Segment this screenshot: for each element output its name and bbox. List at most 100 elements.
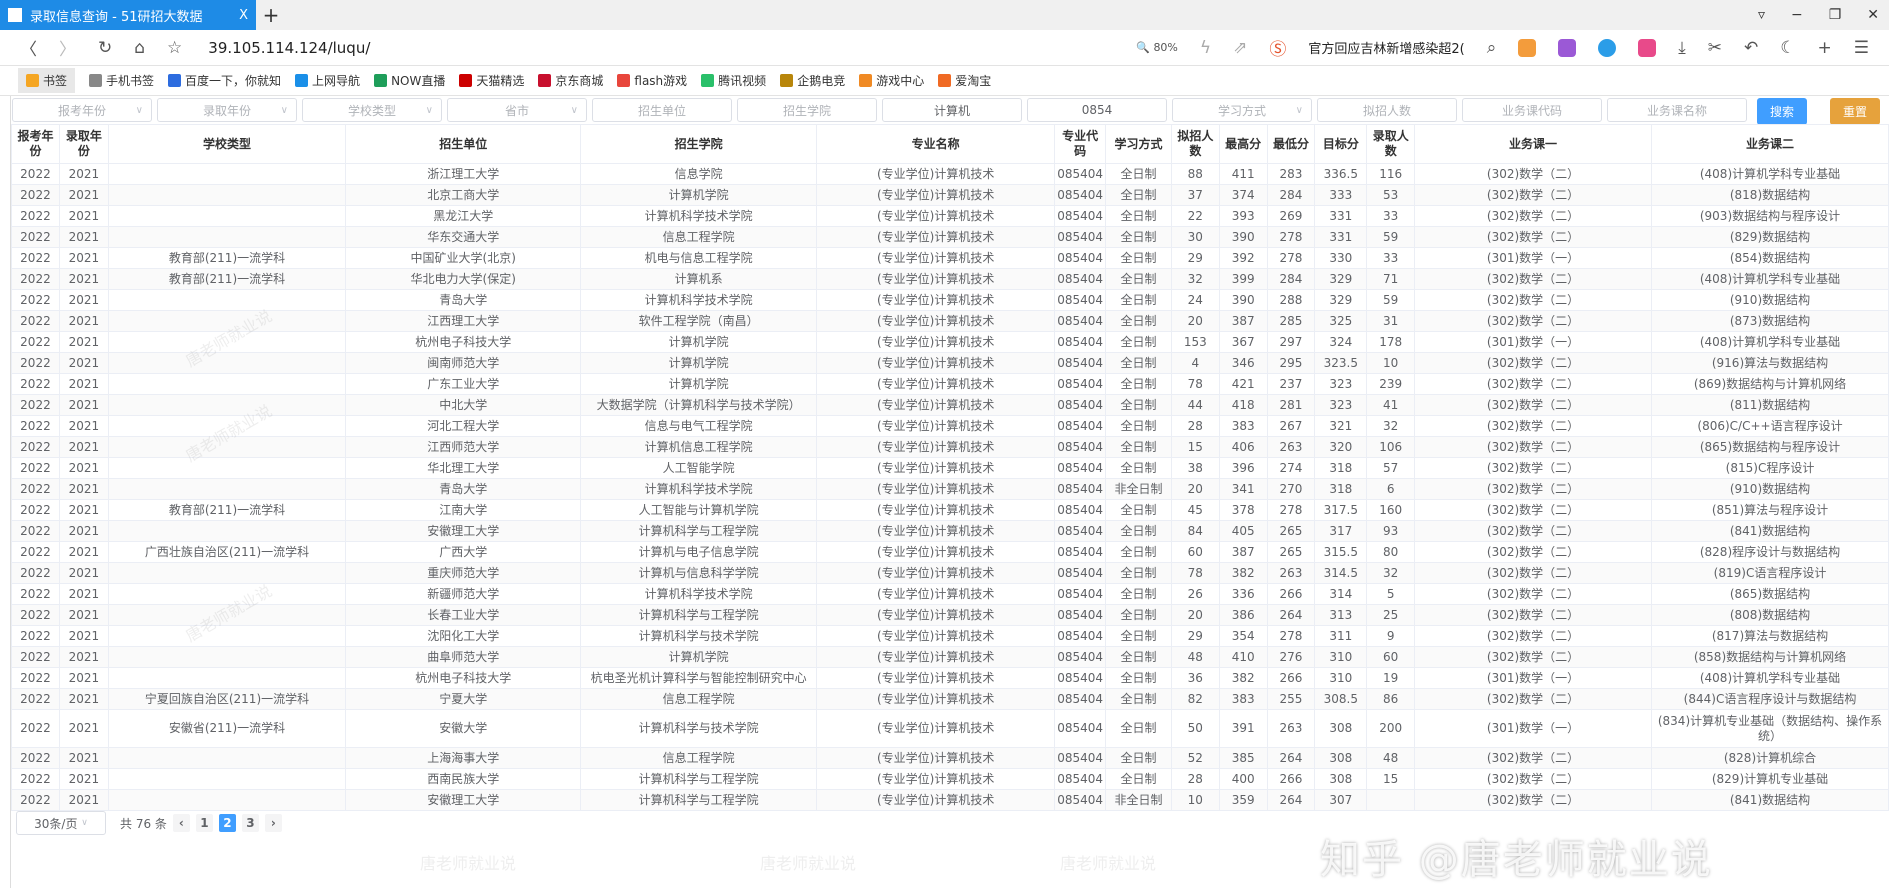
prev-page-button[interactable]: ‹ [172, 814, 190, 832]
table-row[interactable]: 2022 2021 杭州电子科技大学 计算机学院 (专业学位)计算机技术 085404 全日… [11, 331, 1889, 353]
table-row[interactable]: 2022 2021 中北大学 大数据学院（计算机科学与技术学院） (专业学位)计算机技术… [11, 394, 1889, 416]
bookmark-item[interactable]: 百度一下，你就知 [168, 72, 281, 89]
infinity-icon[interactable] [1598, 38, 1617, 57]
star-icon[interactable]: ☆ [167, 37, 183, 58]
column-header[interactable]: 录取年份 [58, 124, 109, 164]
table-row[interactable]: 2022 2021 江西理工大学 软件工程学院（南昌） (专业学位)计算机技术 08540… [11, 310, 1889, 332]
moon-icon[interactable]: ☾ [1780, 37, 1796, 58]
column-header[interactable]: 学校类型 [107, 124, 347, 164]
filter-学习方式[interactable]: 学习方式 ∨ [1172, 98, 1312, 122]
tab-active[interactable]: 录取信息查询 - 51研招大数据 X [0, 0, 256, 30]
table-row[interactable]: 2022 2021 重庆师范大学 计算机与信息科学学院 (专业学位)计算机技术 08540… [11, 562, 1889, 584]
minimize-button[interactable]: − [1790, 7, 1803, 23]
page-2[interactable]: 2 [218, 814, 236, 832]
filter-省市[interactable]: 省市 ∨ [447, 98, 587, 122]
table-row[interactable]: 2022 2021 教育部(211)一流学科 中国矿业大学(北京) 机电与信息工程学院(… [11, 247, 1889, 269]
column-header[interactable]: 专业代码 [1054, 124, 1107, 164]
table-row[interactable]: 2022 2021 河北工程大学 信息与电气工程学院 (专业学位)计算机技术 085404… [11, 415, 1889, 437]
page-1[interactable]: 1 [195, 814, 213, 832]
table-row[interactable]: 2022 2021 长春工业大学 计算机科学与工程学院 (专业学位)计算机技术 08540… [11, 604, 1889, 626]
filter-拟招人数[interactable]: 拟招人数 [1317, 98, 1457, 122]
column-header[interactable]: 业务课一 [1414, 124, 1652, 164]
maximize-button[interactable]: ❐ [1828, 7, 1842, 23]
game-icon[interactable] [1518, 38, 1537, 57]
bookmark-item[interactable]: flash游戏 [617, 72, 687, 89]
column-header[interactable]: 拟招人数 [1170, 124, 1220, 164]
news-search-input[interactable]: 官方回应吉林新增感染超2( [1308, 42, 1465, 57]
table-row[interactable]: 2022 2021 青岛大学 计算机科学技术学院 (专业学位)计算机技术 085404 非全… [11, 478, 1889, 500]
page-size-select[interactable]: 30条/页 ∨ [16, 811, 106, 835]
table-row[interactable]: 2022 2021 江西师范大学 计算机信息工程学院 (专业学位)计算机技术 085404… [11, 436, 1889, 458]
table-row[interactable]: 2022 2021 教育部(211)一流学科 华北电力大学(保定) 计算机系 (专业学位)… [11, 268, 1889, 290]
table-row[interactable]: 2022 2021 北京工商大学 计算机学院 (专业学位)计算机技术 085404 全日制 3… [11, 184, 1889, 206]
column-header[interactable]: 学习方式 [1105, 124, 1172, 164]
share-icon[interactable]: ⇗ [1233, 37, 1248, 58]
filter-录取年份[interactable]: 录取年份 ∨ [157, 98, 297, 122]
column-header[interactable]: 招生单位 [345, 124, 582, 164]
filter-业务课名称[interactable]: 业务课名称 [1607, 98, 1747, 122]
filter-学校类型[interactable]: 学校类型 ∨ [302, 98, 442, 122]
column-header[interactable]: 招生学院 [580, 124, 818, 164]
table-row[interactable]: 2022 2021 西南民族大学 计算机科学与工程学院 (专业学位)计算机技术 08540… [11, 768, 1889, 790]
filter-value[interactable]: 计算机 [882, 98, 1022, 122]
table-row[interactable]: 2022 2021 广东工业大学 计算机学院 (专业学位)计算机技术 085404 全日制 7… [11, 373, 1889, 395]
bookmark-item[interactable]: 企鹅电竞 [780, 72, 845, 89]
home-icon[interactable]: ⌂ [134, 37, 146, 58]
column-header[interactable]: 最高分 [1218, 124, 1268, 164]
search-icon[interactable]: ⌕ [1486, 37, 1497, 58]
table-row[interactable]: 2022 2021 广西壮族自治区(211)一流学科 广西大学 计算机与电子信息学院 (专… [11, 541, 1889, 563]
new-tab-button[interactable]: + [262, 3, 280, 27]
menu-icon[interactable]: ☰ [1853, 37, 1869, 58]
reset-button[interactable]: 重置 [1830, 98, 1880, 125]
table-row[interactable]: 2022 2021 曲阜师范大学 计算机学院 (专业学位)计算机技术 085404 全日制 4… [11, 646, 1889, 668]
bookmark-item[interactable]: 腾讯视频 [701, 72, 766, 89]
column-header[interactable]: 报考年份 [11, 124, 60, 164]
filter-报考年份[interactable]: 报考年份 ∨ [12, 98, 152, 122]
table-row[interactable]: 2022 2021 教育部(211)一流学科 江南大学 人工智能与计算机学院 (专业学位)… [11, 499, 1889, 521]
table-row[interactable]: 2022 2021 宁夏回族自治区(211)一流学科 宁夏大学 信息工程学院 (专业学位)… [11, 688, 1889, 710]
bookmark-item[interactable]: NOW直播 [374, 72, 445, 89]
plus-icon[interactable]: + [1817, 37, 1832, 58]
filter-招生单位[interactable]: 招生单位 [592, 98, 732, 122]
table-row[interactable]: 2022 2021 青岛大学 计算机科学技术学院 (专业学位)计算机技术 085404 全日… [11, 289, 1889, 311]
forward-icon[interactable]: 〉 [59, 40, 76, 60]
filter-业务课代码[interactable]: 业务课代码 [1462, 98, 1602, 122]
table-row[interactable]: 2022 2021 沈阳化工大学 计算机科学与技术学院 (专业学位)计算机技术 08540… [11, 625, 1889, 647]
back-icon[interactable]: 〈 [20, 40, 37, 60]
search-button[interactable]: 搜索 [1757, 98, 1807, 125]
close-tab-icon[interactable]: X [239, 7, 248, 23]
translate-icon[interactable] [1558, 38, 1577, 57]
bookmark-item[interactable]: 爱淘宝 [938, 72, 991, 89]
column-header[interactable]: 业务课二 [1651, 124, 1889, 164]
close-window-button[interactable]: ✕ [1867, 7, 1879, 23]
table-row[interactable]: 2022 2021 杭州电子科技大学 杭电圣光机计算科学与智能控制研究中心 (专业学位)… [11, 667, 1889, 689]
table-row[interactable]: 2022 2021 华东交通大学 信息工程学院 (专业学位)计算机技术 085404 全日制… [11, 226, 1889, 248]
table-row[interactable]: 2022 2021 闽南师范大学 计算机学院 (专业学位)计算机技术 085404 全日制 4… [11, 352, 1889, 374]
search-engine-icon[interactable]: Ⓢ [1269, 40, 1287, 60]
scissors-icon[interactable]: ✂ [1707, 37, 1722, 58]
table-row[interactable]: 2022 2021 安徽理工大学 计算机科学与工程学院 (专业学位)计算机技术 08540… [11, 520, 1889, 542]
reload-icon[interactable]: ↻ [98, 37, 113, 58]
column-header[interactable]: 录取人数 [1366, 124, 1416, 164]
bookmark-item[interactable]: 天猫精选 [459, 72, 524, 89]
bolt-icon[interactable]: ϟ [1199, 37, 1212, 58]
filter-value[interactable]: 0854 [1027, 98, 1167, 122]
table-row[interactable]: 2022 2021 上海海事大学 信息工程学院 (专业学位)计算机技术 085404 全日制… [11, 747, 1889, 769]
url-input[interactable]: 39.105.114.124/luqu/ [208, 38, 371, 57]
undo-icon[interactable]: ↶ [1744, 37, 1759, 58]
bookmark-item[interactable]: 手机书签 [89, 72, 154, 89]
reminder-icon[interactable] [1638, 38, 1657, 57]
table-row[interactable]: 2022 2021 浙江理工大学 信息学院 (专业学位)计算机技术 085404 全日制 88… [11, 163, 1889, 185]
table-row[interactable]: 2022 2021 新疆师范大学 计算机科学技术学院 (专业学位)计算机技术 085404… [11, 583, 1889, 605]
next-page-button[interactable]: › [264, 814, 282, 832]
table-row[interactable]: 2022 2021 黑龙江大学 计算机科学技术学院 (专业学位)计算机技术 085404 全… [11, 205, 1889, 227]
column-header[interactable]: 专业名称 [816, 124, 1056, 164]
table-row[interactable]: 2022 2021 华北理工大学 人工智能学院 (专业学位)计算机技术 085404 全日制… [11, 457, 1889, 479]
bookmark-item[interactable]: 京东商城 [538, 72, 603, 89]
bookmark-item[interactable]: 上网导航 [295, 72, 360, 89]
download-icon[interactable]: ⤓ [1678, 37, 1686, 58]
column-header[interactable]: 最低分 [1266, 124, 1316, 164]
page-3[interactable]: 3 [241, 814, 259, 832]
skin-icon[interactable]: ▿ [1757, 7, 1765, 23]
bookmark-item[interactable]: 书签 [18, 68, 76, 93]
